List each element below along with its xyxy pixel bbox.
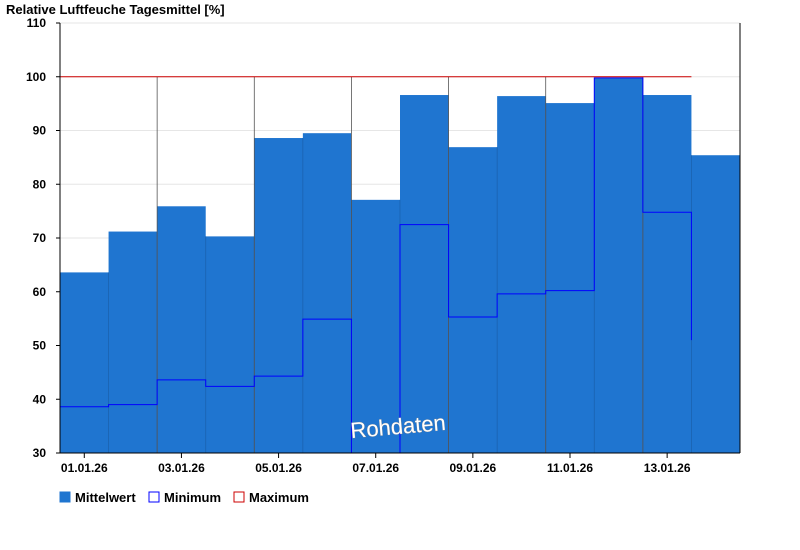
x-tick-label: 01.01.26 <box>61 461 108 475</box>
legend-label-maximum: Maximum <box>249 490 309 505</box>
y-tick-label: 100 <box>26 70 46 84</box>
y-tick-label: 80 <box>33 177 47 191</box>
legend-swatch-mittelwert <box>59 491 71 503</box>
mittelwert-bar-9 <box>448 147 498 453</box>
mittelwert-bar-3 <box>157 206 206 453</box>
mittelwert-bar-11 <box>545 103 595 454</box>
y-tick-label: 110 <box>27 16 47 30</box>
mittelwert-bar-14 <box>691 155 740 453</box>
x-tick-label: 03.01.26 <box>158 461 205 475</box>
legend-swatch-minimum <box>148 491 160 503</box>
mittelwert-bar-5 <box>254 138 303 453</box>
legend-label-minimum: Minimum <box>164 490 221 505</box>
chart-title: Relative Luftfeuche Tagesmittel [%] <box>6 2 225 17</box>
legend-swatch-maximum <box>233 491 245 503</box>
y-tick-label: 70 <box>33 231 47 245</box>
mittelwert-bar-8 <box>400 95 449 454</box>
mittelwert-bar-12 <box>594 77 643 453</box>
mittelwert-bar-1 <box>60 272 109 453</box>
y-tick-label: 90 <box>33 124 47 138</box>
x-tick-label: 09.01.26 <box>449 461 496 475</box>
legend: Mittelwert Minimum Maximum <box>59 490 309 505</box>
mittelwert-bar-2 <box>108 231 158 453</box>
mittelwert-bars <box>60 77 740 454</box>
mittelwert-bar-6 <box>302 133 352 453</box>
y-tick-label: 50 <box>33 339 47 353</box>
x-tick-label: 07.01.26 <box>352 461 399 475</box>
x-tick-label: 05.01.26 <box>255 461 302 475</box>
legend-label-mittelwert: Mittelwert <box>75 490 136 505</box>
x-tick-label: 11.01.26 <box>547 461 593 475</box>
x-tick-label: 13.01.26 <box>644 461 691 475</box>
axes: 30 40 50 60 70 80 90 100 110 01.01.26 03.01.26 05.0… <box>26 16 741 475</box>
y-tick-label: 60 <box>33 285 47 299</box>
mittelwert-bar-13 <box>642 95 692 454</box>
mittelwert-bar-4 <box>205 236 255 453</box>
mittelwert-bar-10 <box>497 96 546 453</box>
y-tick-label: 30 <box>33 446 47 460</box>
mittelwert-bar-7 <box>351 199 400 453</box>
y-tick-label: 40 <box>33 392 47 406</box>
